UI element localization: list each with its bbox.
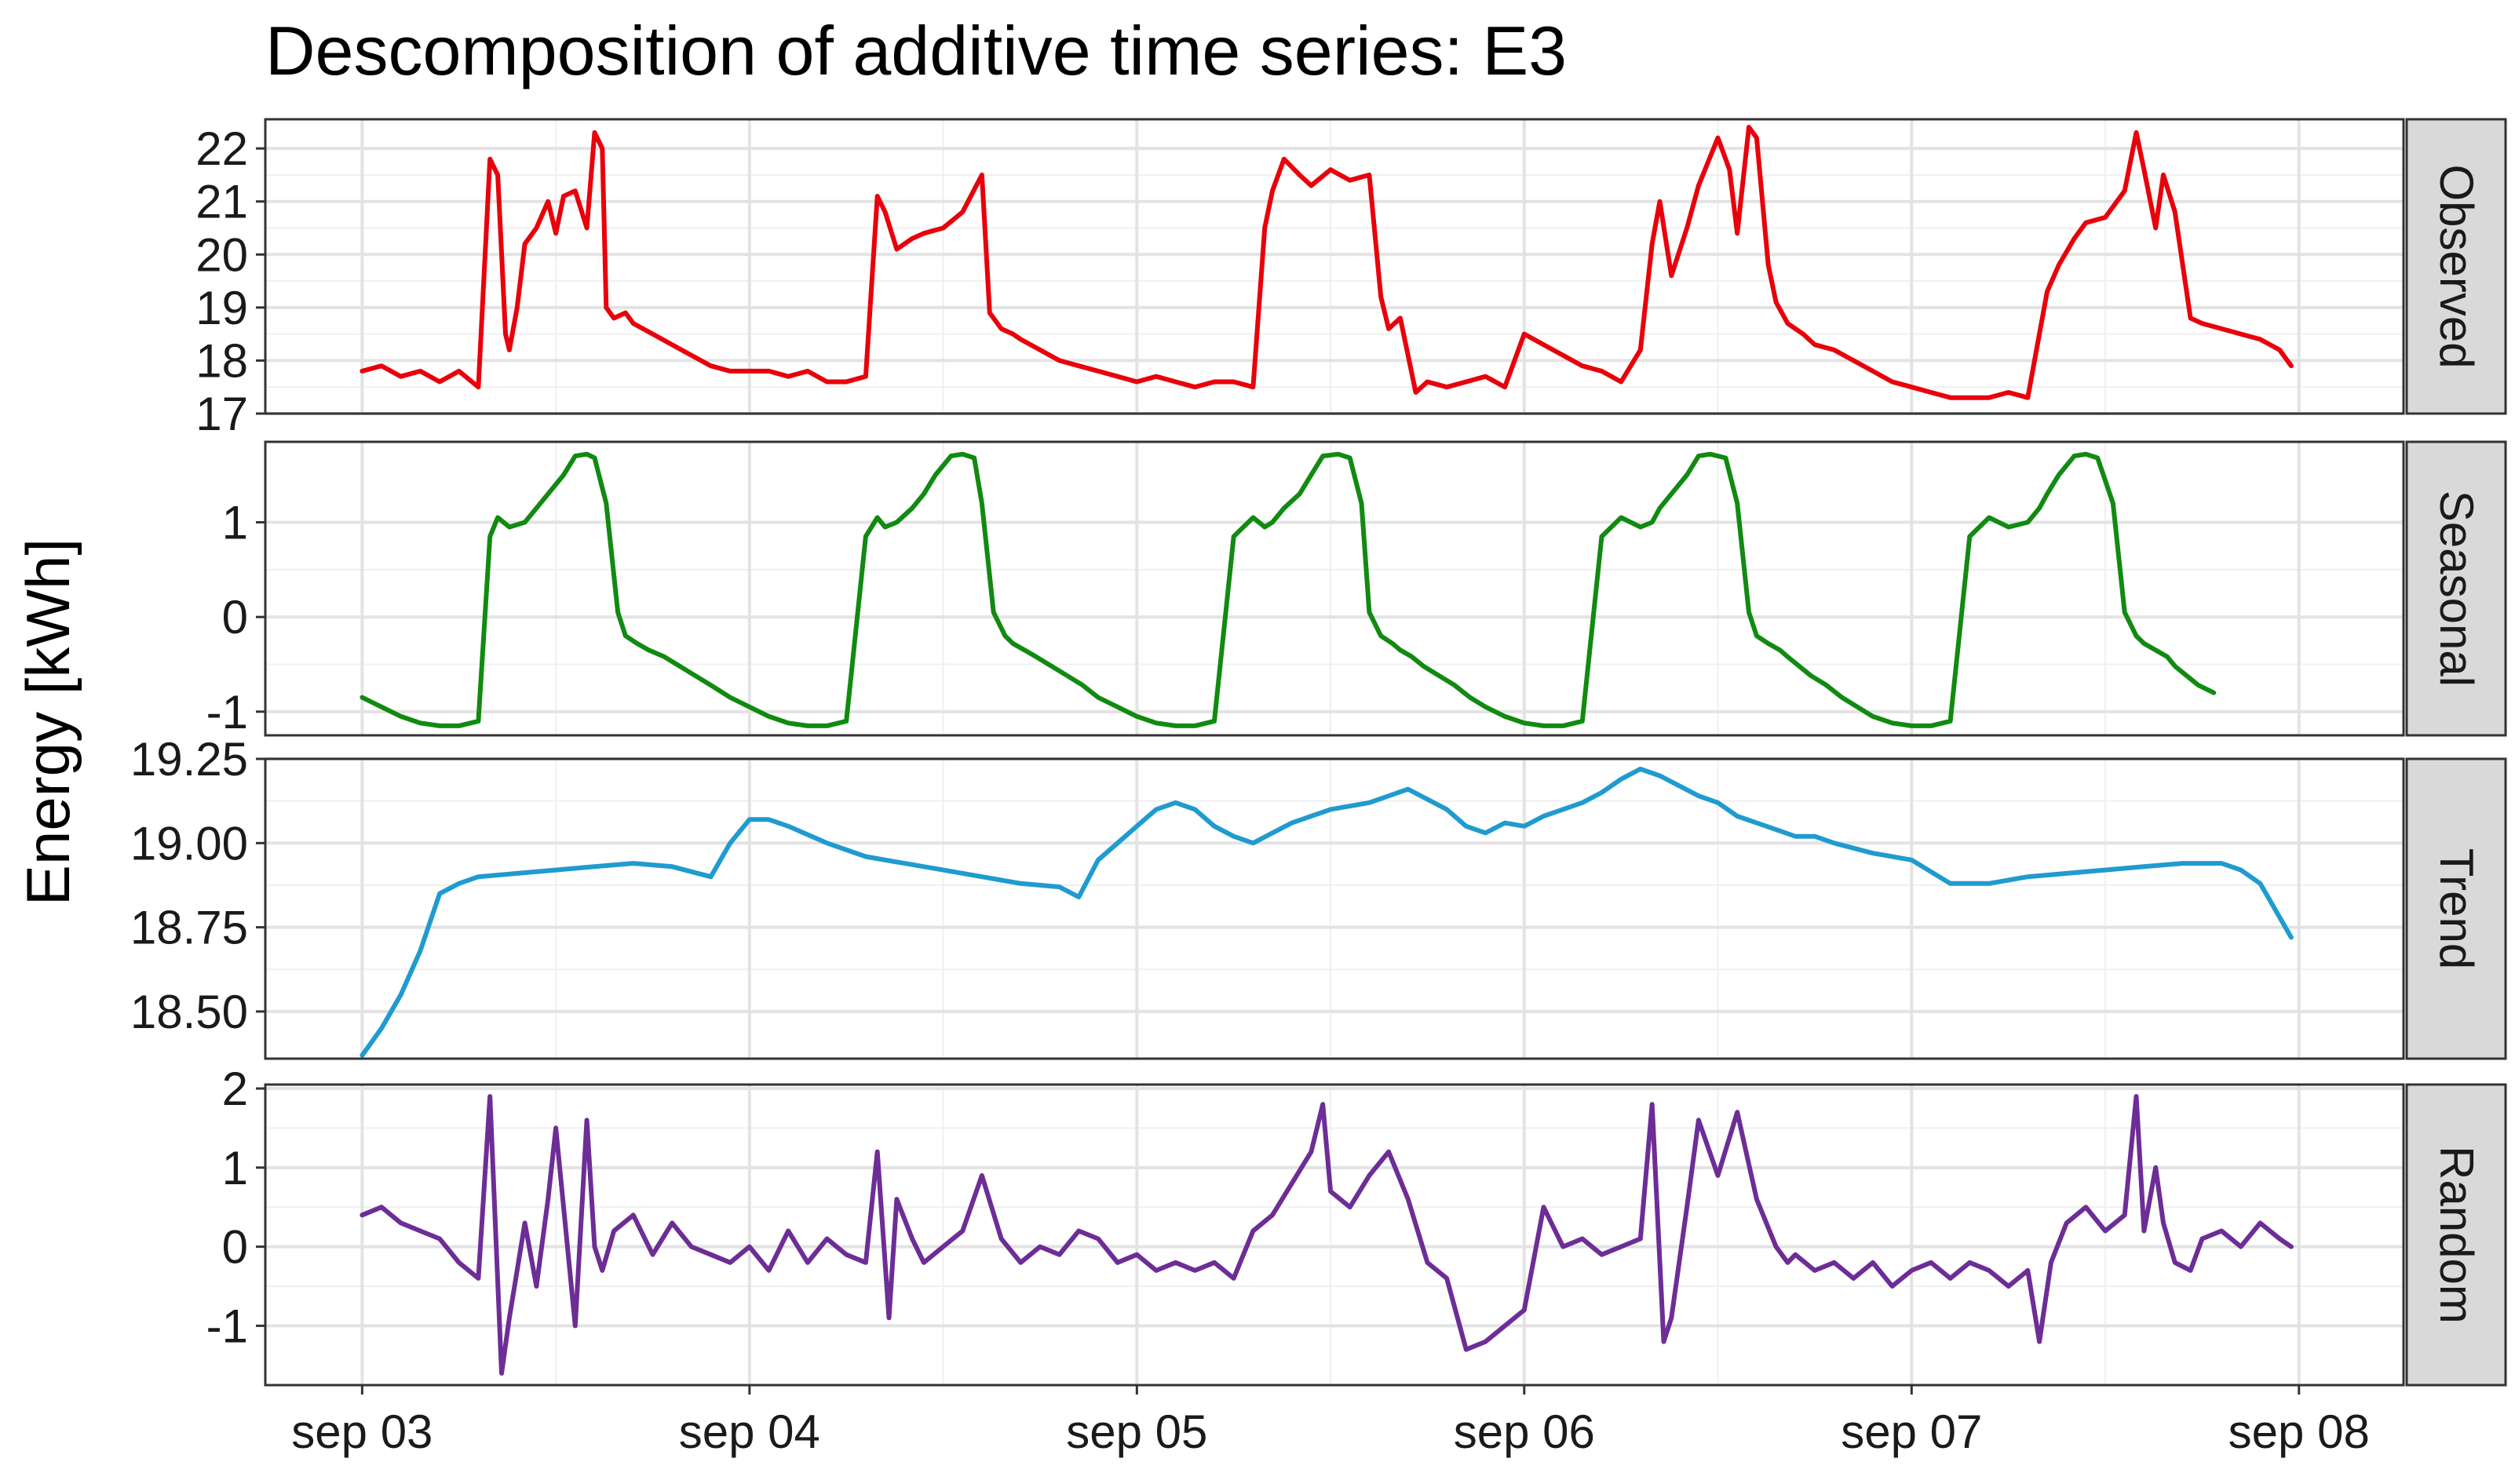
y-tick-label: 19	[195, 282, 248, 334]
y-tick-label: 1	[222, 1142, 248, 1194]
x-tick-label: sep 04	[679, 1406, 820, 1458]
x-tick-label: sep 06	[1454, 1406, 1595, 1458]
panel-background	[265, 442, 2404, 735]
strip-label-seasonal: Seasonal	[2430, 490, 2483, 687]
series-line-trend	[360, 766, 2294, 1058]
y-tick-label: 17	[195, 388, 248, 440]
strip-background	[2405, 440, 2507, 737]
strip-label-observed: Observed	[2430, 164, 2483, 368]
y-tick-label: 18.75	[130, 902, 248, 954]
y-tick-label: -1	[206, 1300, 248, 1352]
y-tick-label: 1	[222, 497, 248, 549]
y-tick-label: -1	[206, 686, 248, 738]
panel-background	[265, 119, 2404, 414]
panel-background	[265, 1085, 2404, 1385]
strip-label-trend: Trend	[2430, 848, 2483, 970]
series-line-random	[360, 1094, 2294, 1376]
strip-label-random: Random	[2430, 1146, 2483, 1324]
strip-background	[2405, 757, 2507, 1060]
panel-border	[264, 757, 2405, 1060]
x-tick-label: sep 03	[291, 1406, 433, 1458]
x-tick-label: sep 07	[1841, 1406, 1982, 1458]
chart-title: Descomposition of additive time series: …	[265, 12, 1567, 89]
y-tick-label: 0	[222, 591, 248, 644]
y-tick-label: 2	[222, 1063, 248, 1115]
panel-seasonal: -1 0 1 Seasonal	[206, 440, 2507, 738]
y-tick-label: 20	[195, 228, 248, 281]
strip-background	[2405, 118, 2507, 415]
series-line-observed	[360, 125, 2294, 400]
y-tick-label: 18	[195, 334, 248, 387]
panel-border	[264, 440, 2405, 737]
y-tick-label: 19.25	[130, 733, 248, 786]
panel-border	[264, 1083, 2405, 1387]
x-tick-label: sep 05	[1066, 1406, 1207, 1458]
y-tick-label: 0	[222, 1221, 248, 1274]
panel-border	[264, 118, 2405, 415]
x-axis: sep 03 sep 04 sep 05 sep 06 sep 07 sep 08	[291, 1385, 2370, 1458]
panel-trend: 18.50 18.75 19.00 19.25 Trend	[130, 733, 2507, 1060]
y-tick-label: 21	[195, 176, 248, 228]
y-tick-label: 22	[195, 122, 248, 175]
y-tick-label: 19.00	[130, 817, 248, 870]
panel-background	[265, 759, 2404, 1059]
panel-random: -1 0 1 2 Random	[206, 1063, 2507, 1387]
strip-background	[2405, 1083, 2507, 1387]
x-tick-label: sep 08	[2228, 1406, 2370, 1458]
y-tick-label: 18.50	[130, 986, 248, 1038]
series-line-seasonal	[360, 451, 2217, 728]
y-axis-label: Energy [kWh]	[13, 538, 82, 906]
